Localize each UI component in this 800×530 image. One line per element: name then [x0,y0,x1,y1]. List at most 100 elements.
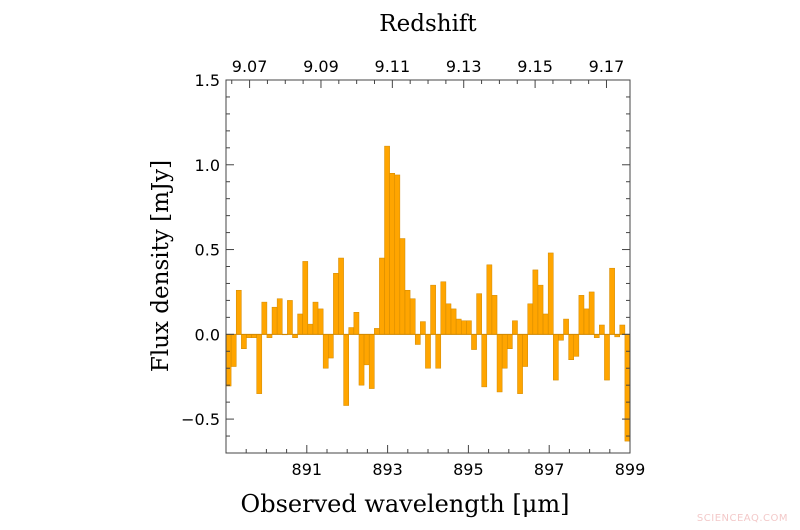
histogram-bar [460,320,467,335]
y-tick-label: 1.0 [195,156,220,175]
histogram-bar [379,257,385,335]
histogram-bar [307,323,314,335]
histogram-bar [384,145,390,335]
histogram-bar [609,267,615,335]
histogram-bar [440,281,447,335]
histogram-bar [353,312,360,335]
histogram-bar [348,327,355,335]
histogram-bar [256,334,263,394]
histogram-bar [532,269,539,335]
histogram-bar [507,334,513,349]
histogram-bar [583,308,590,335]
histogram-bar [471,334,477,350]
histogram-bar [553,334,559,381]
histogram-bar [517,334,523,394]
histogram-bar [302,261,309,335]
histogram-bar [404,289,411,335]
histogram-bar [225,334,232,387]
histogram-bar [619,324,626,335]
watermark: SCIENCEAQ.COM [696,513,788,524]
histogram-bar [466,320,472,335]
histogram-bar [399,238,406,335]
histogram-bar [491,295,498,335]
histogram-bar [512,320,518,335]
histogram-bar [297,313,303,335]
histogram-bar [235,289,242,335]
histogram-bar [230,334,237,367]
histogram-bar [322,334,329,369]
histogram-bar [481,334,488,388]
histogram-bar [558,334,564,341]
histogram-bar [455,318,462,335]
histogram-bar [271,306,278,335]
redshift-tick-label: 9.15 [517,57,553,76]
histogram-bar [604,334,610,381]
x-tick-label: 895 [453,460,484,479]
histogram-bar [368,334,375,389]
redshift-tick-label: 9.17 [589,57,625,76]
axis-ticks: 891 893 895 897 899 −0.5 0.0 0.5 1.0 1.5 9.07 9.09 9… [181,57,645,479]
histogram-bar [486,264,493,335]
histogram-bar [496,334,503,393]
histogram-bar [420,321,426,335]
plot-frame [225,79,631,454]
x-tick-label: 897 [534,460,565,479]
histogram-bar [593,334,600,338]
histogram-bar [394,174,401,335]
histogram-bar [389,173,396,335]
histogram-bars [225,145,631,442]
histogram-bar [292,334,298,338]
histogram-bar [414,334,421,345]
histogram-bar [317,308,324,335]
histogram-bar [333,273,339,335]
histogram-bar [328,334,334,359]
redshift-tick-label: 9.09 [303,57,339,76]
histogram-bar [573,334,580,357]
histogram-bar [578,295,585,335]
histogram-bar [425,334,431,369]
histogram-bar [527,303,534,335]
histogram-bar [568,334,574,360]
histogram-bar [363,334,370,366]
x-tick-label: 899 [615,460,646,479]
histogram-bar [435,334,442,369]
histogram-bar [522,334,528,367]
histogram-bar [343,334,349,406]
histogram-bar [241,334,247,349]
histogram-bar [374,328,380,335]
y-tick-label: −0.5 [181,410,220,429]
y-tick-label: 1.5 [195,71,220,90]
histogram-bar [537,284,544,335]
histogram-bar [430,284,436,335]
y-tick-label: 0.5 [195,241,220,260]
histogram-bar [409,298,416,335]
histogram-bar [599,324,605,335]
histogram-bar [624,334,631,442]
histogram-bar [251,334,257,338]
y-tick-label: 0.0 [195,325,220,344]
histogram-bar [476,293,482,335]
histogram-bar [547,252,554,335]
histogram-bar [338,257,344,335]
histogram-bar [501,334,508,369]
histogram-bar [358,334,365,386]
histogram-bar [266,334,273,338]
histogram-bar [261,301,268,335]
redshift-tick-label: 9.13 [446,57,482,76]
redshift-tick-label: 9.11 [375,57,411,76]
histogram-bar [312,301,319,335]
histogram-bar [563,318,569,335]
histogram-bar [445,303,452,335]
histogram-bar [287,300,293,335]
redshift-tick-label: 9.07 [232,57,268,76]
histogram-bar [588,291,595,335]
x-tick-label: 891 [292,460,323,479]
x-tick-label: 893 [372,460,403,479]
histogram-bar [276,298,283,335]
x-axis-label: Observed wavelength [μm] [241,490,570,518]
histogram-bar [246,334,252,338]
y-axis-label: Flux density [mJy] [148,160,174,372]
histogram-bar [542,313,549,335]
chart-title: Redshift [379,11,477,37]
